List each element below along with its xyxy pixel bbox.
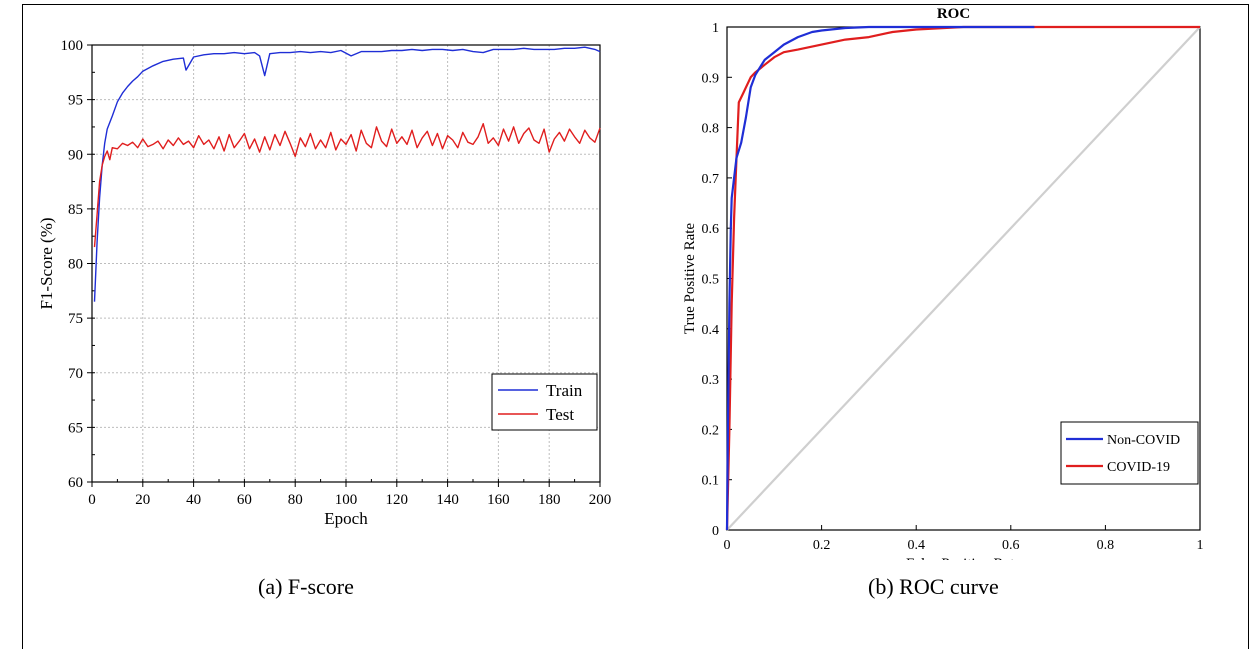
- legend-box: [491, 373, 598, 431]
- figure-frame: [22, 4, 1249, 649]
- y-tick-label: 60: [68, 475, 83, 491]
- x-tick-label: 140: [436, 492, 459, 508]
- y-tick-label: 0: [712, 524, 719, 539]
- roc-chart: 0 0.2 0.4 0.6 0.8 1 0 0.1 0.2 0.3 0.4 0.5 0.6 0.7 0.8 0…: [682, 6, 1204, 560]
- x-tick-label: 120: [386, 492, 409, 508]
- x-tick-label: 0.6: [1002, 538, 1020, 553]
- legend-box: [1060, 421, 1199, 485]
- y-axis-label: True Positive Rate: [682, 223, 698, 334]
- y-tick-label: 0.3: [702, 373, 720, 388]
- y-tick-label: 80: [68, 257, 83, 273]
- x-tick-label: 200: [589, 492, 612, 508]
- y-tick-label: 1: [712, 21, 719, 36]
- series-line-train: [93, 46, 601, 302]
- chart-title: ROC: [937, 6, 970, 22]
- series-line-non-covid: [725, 25, 1035, 531]
- y-tick-label: 85: [68, 202, 83, 218]
- x-tick-label: 0: [88, 492, 96, 508]
- y-tick-label: 90: [68, 147, 83, 163]
- x-tick-label: 1: [1197, 538, 1204, 553]
- caption-b: (b) ROC curve: [868, 574, 999, 599]
- plot-frame: [91, 44, 601, 483]
- y-tick-label: 0.1: [702, 474, 720, 489]
- y-tick-label: 100: [61, 38, 84, 54]
- y-tick-label: 65: [68, 420, 83, 436]
- y-tick-label: 95: [68, 93, 83, 109]
- y-tick-label: 0.4: [702, 323, 720, 338]
- f1-score-chart: 0 20 40 60 80 100 120 140 160 180 200 60 65 70 75 80 85 9…: [37, 38, 612, 528]
- x-tick-label: 180: [538, 492, 561, 508]
- legend-label: Non-COVID: [1107, 433, 1180, 448]
- y-tick-label: 0.9: [702, 71, 720, 86]
- x-tick-label: 40: [186, 492, 201, 508]
- y-tick-label: 0.8: [702, 122, 720, 137]
- x-tick-label: 20: [135, 492, 150, 508]
- x-tick-label: 80: [288, 492, 303, 508]
- legend-label: Train: [546, 381, 583, 400]
- x-tick-label: 60: [237, 492, 252, 508]
- y-tick-label: 70: [68, 366, 83, 382]
- x-tick-label: 0.8: [1097, 538, 1115, 553]
- caption-a: (a) F-score: [258, 574, 354, 599]
- y-tick-label: 0.6: [702, 222, 720, 237]
- legend-label: Test: [546, 405, 574, 424]
- x-axis-label: False Positive Rate: [906, 556, 1021, 560]
- x-tick-label: 0.2: [813, 538, 831, 553]
- x-tick-label: 100: [335, 492, 358, 508]
- chance-diagonal-line: [726, 26, 1201, 531]
- y-tick-label: 0.2: [702, 423, 720, 438]
- x-tick-label: 160: [487, 492, 510, 508]
- series-line-test: [93, 123, 601, 248]
- x-axis-label: Epoch: [324, 509, 368, 528]
- y-tick-label: 0.5: [702, 273, 720, 288]
- y-axis-label: F1-Score (%): [37, 217, 56, 309]
- x-tick-label: 0: [724, 538, 731, 553]
- x-tick-label: 0.4: [907, 538, 925, 553]
- legend-label: COVID-19: [1107, 460, 1170, 475]
- y-tick-label: 0.7: [702, 172, 720, 187]
- y-tick-label: 75: [68, 311, 83, 327]
